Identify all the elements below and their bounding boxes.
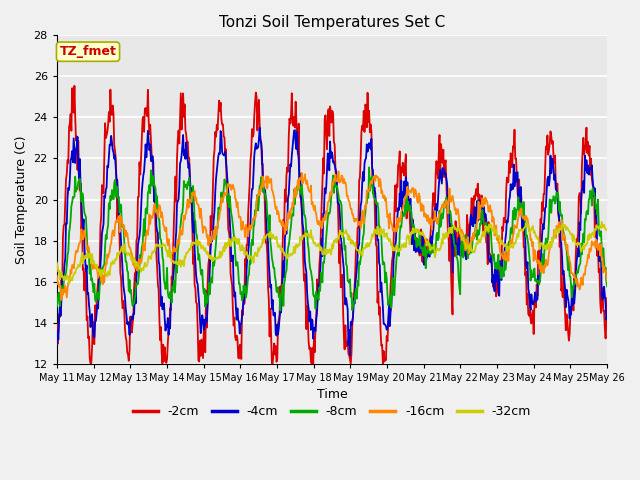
-16cm xyxy=(176,226,184,232)
-4cm xyxy=(205,290,212,296)
-2cm xyxy=(177,90,185,96)
-32cm xyxy=(120,244,128,250)
-2cm xyxy=(63,171,70,177)
-16cm xyxy=(58,297,65,303)
-2cm xyxy=(86,361,94,367)
-16cm xyxy=(64,286,72,291)
-2cm xyxy=(121,325,129,331)
-4cm xyxy=(346,353,354,359)
Line: -8cm: -8cm xyxy=(57,168,607,311)
-32cm xyxy=(400,244,408,250)
-32cm xyxy=(53,260,61,265)
Text: TZ_fmet: TZ_fmet xyxy=(60,45,116,58)
-8cm xyxy=(401,213,408,219)
-32cm xyxy=(416,231,424,237)
-2cm xyxy=(401,173,408,179)
Line: -16cm: -16cm xyxy=(57,171,607,300)
Legend: -2cm, -4cm, -8cm, -16cm, -32cm: -2cm, -4cm, -8cm, -16cm, -32cm xyxy=(128,400,536,423)
-32cm xyxy=(205,255,213,261)
-4cm xyxy=(256,125,264,131)
Y-axis label: Soil Temperature (C): Soil Temperature (C) xyxy=(15,135,28,264)
-16cm xyxy=(120,223,128,229)
-4cm xyxy=(604,312,611,318)
-4cm xyxy=(401,179,408,184)
-4cm xyxy=(53,341,61,347)
-8cm xyxy=(417,245,424,251)
-2cm xyxy=(417,228,424,234)
-4cm xyxy=(120,283,127,289)
-32cm xyxy=(176,257,184,263)
Line: -2cm: -2cm xyxy=(57,86,607,364)
-8cm xyxy=(276,308,284,313)
-8cm xyxy=(53,304,61,310)
Title: Tonzi Soil Temperatures Set C: Tonzi Soil Temperatures Set C xyxy=(219,15,445,30)
-16cm xyxy=(205,236,213,242)
-4cm xyxy=(175,184,183,190)
-16cm xyxy=(335,168,342,174)
-2cm xyxy=(53,322,61,327)
-8cm xyxy=(175,236,183,241)
-32cm xyxy=(63,275,70,280)
-2cm xyxy=(604,295,611,301)
X-axis label: Time: Time xyxy=(317,388,348,401)
-32cm xyxy=(598,219,605,225)
-2cm xyxy=(206,263,214,268)
-4cm xyxy=(417,241,424,247)
-32cm xyxy=(65,281,73,287)
-8cm xyxy=(365,165,373,170)
Line: -4cm: -4cm xyxy=(57,128,607,356)
-8cm xyxy=(63,263,70,268)
-16cm xyxy=(417,201,424,206)
-32cm xyxy=(604,228,611,233)
-8cm xyxy=(604,284,611,289)
-4cm xyxy=(63,221,70,227)
-8cm xyxy=(120,222,127,228)
-16cm xyxy=(401,201,408,207)
Line: -32cm: -32cm xyxy=(57,222,607,284)
-16cm xyxy=(53,273,61,278)
-16cm xyxy=(604,278,611,284)
-2cm xyxy=(70,83,78,89)
-8cm xyxy=(205,292,212,298)
